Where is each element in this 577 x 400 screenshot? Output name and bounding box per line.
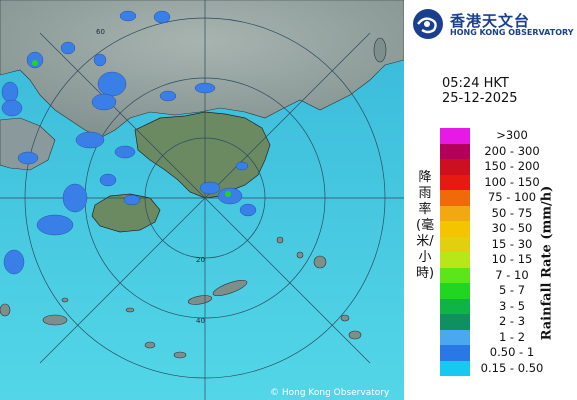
legend-label: 50 - 75 [491,205,533,220]
heavy-echo-cells [32,60,231,197]
legend-swatch [440,205,470,221]
info-panel: 香港天文台 HONG KONG OBSERVATORY 05:24 HKT 25… [404,0,577,400]
hko-logo: 香港天文台 HONG KONG OBSERVATORY [412,6,574,42]
legend-swatch [440,252,470,268]
lantau-island [91,193,161,233]
legend-label: 0.15 - 0.50 [480,360,544,375]
legend-label: 10 - 15 [491,252,533,266]
legend-swatch [440,236,470,252]
legend-unit-zh: 降雨率(毫米/小時) [416,170,435,281]
legend-swatch [440,159,470,175]
legend-swatch [440,345,470,361]
range-label-60: 60 [96,28,105,36]
west-coast [0,117,56,171]
legend-swatch [440,314,470,330]
org-name-en: HONG KONG OBSERVATORY [450,28,574,37]
legend-label: 100 - 150 [484,174,540,189]
legend-swatch [440,283,470,299]
range-label-40: 40 [196,317,205,325]
legend-swatch [440,221,470,237]
radar-time: 05:24 HKT [442,76,509,91]
legend-swatch [440,267,470,283]
legend-label: 5 - 7 [498,283,526,297]
legend-swatch [440,360,470,376]
legend-label: 1 - 2 [498,329,526,344]
legend-unit-en: Rainfall Rate (mm/h) [534,148,560,378]
legend-label: 3 - 5 [498,298,526,313]
legend-swatch [440,190,470,206]
legend-swatch [440,298,470,314]
radar-map: 20 40 60 © Hong Kong Observatory [0,0,404,400]
org-name-zh: 香港天文台 [450,12,531,30]
hong-kong-territory [134,111,271,199]
copyright-text: © Hong Kong Observatory [270,388,390,398]
legend-label: 7 - 10 [495,267,529,282]
legend-unit-en-text: Rainfall Rate (mm/h) [539,185,555,341]
legend-label: 15 - 30 [491,236,533,251]
radar-date: 25-12-2025 [442,91,518,106]
legend-label: 30 - 50 [491,221,533,235]
legend-label: 0.50 - 1 [489,345,535,359]
legend-label: 150 - 200 [484,159,540,173]
legend-swatch [440,143,470,159]
outlying-islands [0,37,387,359]
legend-label: 2 - 3 [498,314,526,328]
legend-label: 75 - 100 [487,190,537,204]
range-rings [0,0,404,400]
legend-swatch [440,329,470,345]
hko-emblem-icon [413,9,443,39]
legend-label: >300 [496,128,528,142]
legend-swatch [440,128,470,144]
range-label-20: 20 [196,256,205,264]
legend-label: 200 - 300 [484,143,540,158]
legend-swatch [440,174,470,190]
